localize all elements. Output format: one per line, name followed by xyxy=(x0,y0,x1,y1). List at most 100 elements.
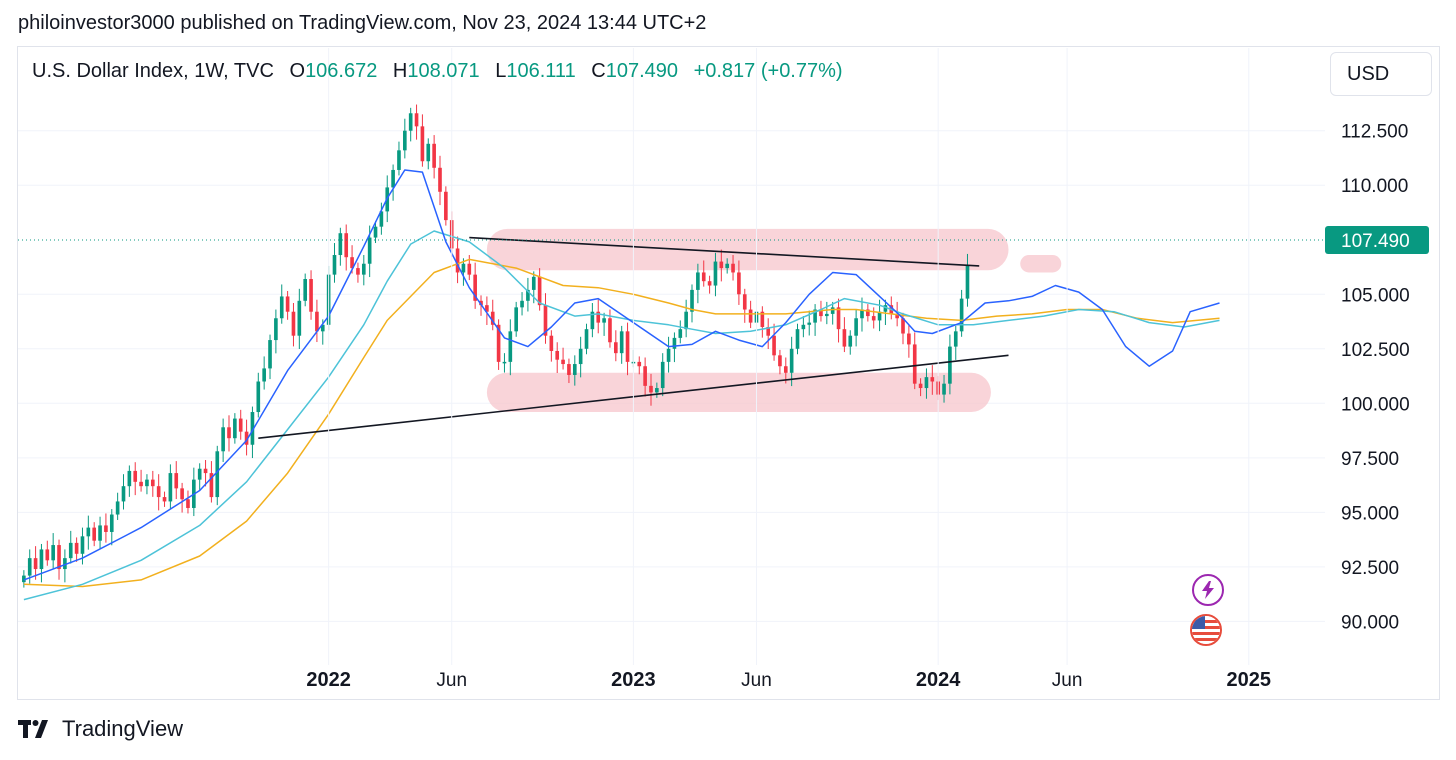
candle-body xyxy=(942,383,946,395)
candle-body xyxy=(760,311,765,327)
candle-body xyxy=(783,366,788,373)
candle-body xyxy=(496,324,501,362)
candle-body xyxy=(813,309,817,323)
candle-body xyxy=(479,300,483,306)
tradingview-logo-icon[interactable] xyxy=(18,718,54,740)
candle-body xyxy=(174,473,179,489)
candle-body xyxy=(725,263,729,269)
price-tick-label: 110.000 xyxy=(1341,176,1408,197)
candle-body xyxy=(655,388,659,393)
candle-body xyxy=(455,248,460,273)
candle-body xyxy=(98,525,102,541)
candle-body xyxy=(309,279,313,312)
candle-body xyxy=(303,279,308,301)
candle-body xyxy=(907,333,911,345)
candle-body xyxy=(707,281,712,286)
candle-body xyxy=(162,497,167,502)
candle-body xyxy=(279,296,284,319)
candle-body xyxy=(848,335,853,347)
candle-body xyxy=(801,324,806,330)
candle-body xyxy=(74,542,79,554)
candle-body xyxy=(68,542,73,559)
candle-body xyxy=(842,329,847,347)
candle-body xyxy=(561,359,565,365)
candle-body xyxy=(877,311,882,321)
candle-body xyxy=(467,263,472,275)
candle-body xyxy=(80,536,85,554)
candle-body xyxy=(625,331,630,362)
us-flag-icon[interactable] xyxy=(1190,614,1222,646)
candle-body xyxy=(127,470,132,487)
candle-body xyxy=(86,527,91,537)
candle-body xyxy=(121,486,126,502)
candle-body xyxy=(432,143,436,168)
ema-slow-line xyxy=(23,258,1220,588)
candle-body xyxy=(238,418,243,432)
candle-body xyxy=(684,311,688,330)
chart-frame xyxy=(17,46,1440,700)
candle-body xyxy=(742,294,747,310)
sr-zone xyxy=(486,372,991,413)
candle-body xyxy=(602,318,606,323)
candle-body xyxy=(537,276,542,306)
price-tick-label: 105.000 xyxy=(1341,285,1410,306)
candle-body xyxy=(180,488,184,500)
candle-body xyxy=(824,313,829,317)
candle-body xyxy=(356,268,360,275)
time-tick-label: 2025 xyxy=(1227,669,1272,691)
footer-brand[interactable]: TradingView xyxy=(62,716,184,741)
candle-body xyxy=(619,331,624,354)
symbol-label: U.S. Dollar Index, 1W, TVC xyxy=(32,60,274,82)
candle-body xyxy=(572,364,577,375)
candle-body xyxy=(150,479,155,487)
candle-body xyxy=(414,113,419,127)
candle-body xyxy=(696,272,700,290)
candle-body xyxy=(637,361,642,367)
candle-body xyxy=(297,300,302,336)
candle-body xyxy=(244,431,249,445)
candle-body xyxy=(268,340,272,369)
candle-body xyxy=(215,451,220,498)
open-label: O xyxy=(289,60,306,82)
open-value: 106.672 xyxy=(305,60,378,82)
candle-body xyxy=(33,558,38,570)
candle-body xyxy=(444,191,448,221)
candle-body xyxy=(778,355,782,367)
candle-body xyxy=(27,558,32,576)
candle-body xyxy=(63,558,67,570)
candle-body xyxy=(836,307,841,330)
candle-body xyxy=(584,329,589,349)
candle-body xyxy=(332,255,337,275)
candle-body xyxy=(578,348,583,365)
candle-body xyxy=(918,383,923,389)
candle-body xyxy=(227,427,231,439)
high-label: H xyxy=(392,60,408,82)
candle-body xyxy=(526,289,530,301)
candle-body xyxy=(766,326,771,336)
currency-selector[interactable]: USD xyxy=(1330,52,1432,96)
candle-body xyxy=(643,366,647,386)
candle-body xyxy=(104,525,108,532)
ema-mid-line xyxy=(23,230,1220,601)
candle-body xyxy=(678,329,683,338)
candle-body xyxy=(672,337,677,349)
candle-body xyxy=(139,481,143,487)
time-tick-label: Jun xyxy=(436,670,467,691)
candle-body xyxy=(830,307,835,314)
candle-body xyxy=(408,113,413,131)
candle-body xyxy=(203,468,208,474)
candle-body xyxy=(426,143,431,162)
candle-body xyxy=(666,348,671,362)
candle-body xyxy=(350,257,354,269)
high-value: 108.071 xyxy=(407,60,480,82)
candle-body xyxy=(51,545,55,561)
candle-body xyxy=(608,318,612,343)
low-label: L xyxy=(495,60,507,82)
candle-body xyxy=(649,385,653,393)
candle-body xyxy=(209,473,214,498)
close-label: C xyxy=(591,60,606,82)
bolt-icon[interactable] xyxy=(1192,574,1224,606)
candle-body xyxy=(854,318,858,336)
candle-body xyxy=(274,318,278,341)
